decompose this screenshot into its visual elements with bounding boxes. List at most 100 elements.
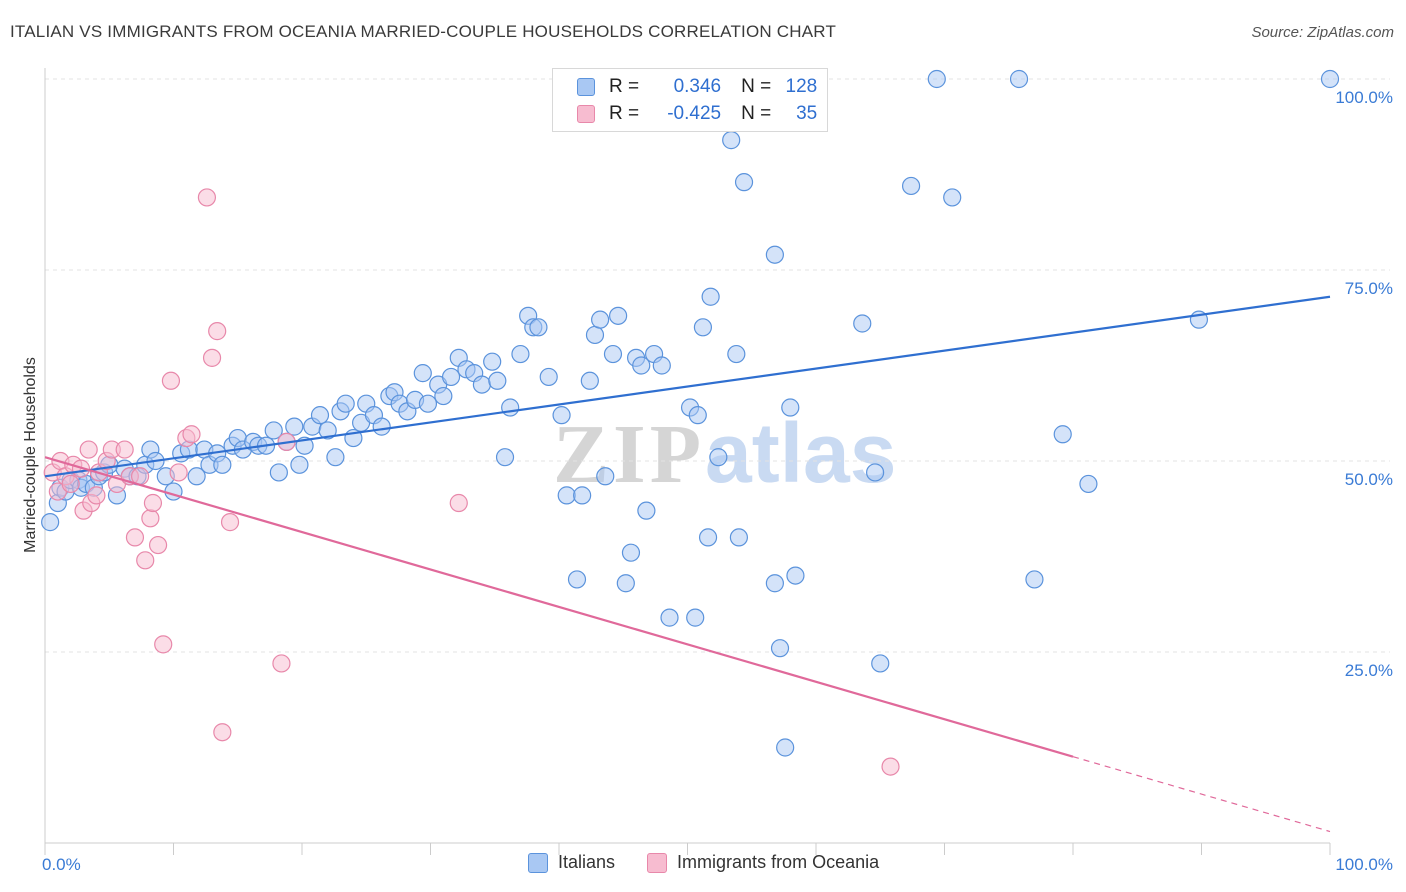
oceania-point: [143, 493, 163, 513]
italians-point: [770, 639, 790, 658]
italians-point: [786, 566, 805, 585]
oceania-point: [169, 463, 188, 482]
italians-point: [616, 574, 635, 593]
oceania-point: [79, 440, 98, 459]
italians-point: [927, 69, 946, 89]
italians-point: [776, 738, 795, 757]
italians-point: [701, 287, 720, 306]
italians-point: [511, 344, 530, 364]
italians-r-value: 0.346: [673, 76, 722, 97]
italians-point: [418, 394, 438, 413]
y-tick-label: 50.0%: [1345, 470, 1393, 489]
italians-point: [567, 570, 587, 589]
x-tick-label-min: 0.0%: [42, 855, 81, 874]
italians-point: [693, 318, 713, 337]
italians-point: [336, 394, 355, 413]
chart-title: ITALIAN VS IMMIGRANTS FROM OCEANIA MARRI…: [10, 22, 837, 41]
x-tick-label-max: 100.0%: [1335, 855, 1393, 874]
italians-point: [1320, 69, 1340, 89]
italians-point: [727, 344, 746, 364]
italians-point: [688, 406, 707, 425]
watermark-atlas: atlas: [705, 406, 897, 500]
oceania-point: [87, 486, 106, 505]
italians-point: [213, 455, 232, 474]
italians-point: [483, 352, 502, 371]
italians-point: [318, 421, 337, 440]
trend-lines: [44, 295, 1331, 833]
oceania-r-value: -0.425: [667, 103, 722, 124]
italians-point: [734, 173, 754, 192]
italians-point: [709, 448, 728, 467]
italians-point: [269, 463, 288, 482]
italians-point: [488, 371, 507, 390]
oceania-point: [881, 757, 900, 776]
oceania-point: [213, 723, 232, 742]
oceania-point: [449, 493, 468, 513]
oceania-points: [43, 188, 900, 776]
italians-trend-line: [44, 295, 1331, 478]
italians-point: [326, 448, 345, 467]
watermark: ZIPatlas: [553, 405, 897, 503]
italians-point: [413, 364, 432, 383]
oceania-r-label: R =: [609, 103, 640, 124]
italians-point: [434, 386, 453, 406]
axis-labels: 25.0% 50.0% 75.0% 100.0% 0.0% 100.0% Married-c…: [22, 88, 1393, 874]
oceania-point: [182, 425, 201, 444]
italians-point: [557, 486, 576, 505]
oceania-point: [154, 635, 173, 654]
italians-point: [372, 417, 391, 436]
legend-italians-label: Italians: [558, 852, 616, 872]
italians-r-label: R =: [609, 76, 640, 97]
italians-point: [472, 375, 491, 394]
italians-point: [310, 406, 330, 425]
italians-point: [1053, 425, 1072, 444]
legend-italians-swatch: [528, 852, 548, 873]
italians-point: [285, 417, 304, 436]
italians-point: [603, 344, 623, 364]
axes: [44, 68, 1331, 855]
italians-point: [585, 325, 605, 345]
oceania-point: [148, 535, 168, 555]
italians-point: [686, 608, 705, 627]
oceania-point: [141, 509, 160, 528]
italians-n-label: N =: [741, 76, 772, 97]
oceania-point: [197, 188, 217, 207]
italians-point: [495, 448, 515, 467]
italians-point: [164, 482, 183, 501]
italians-point: [596, 467, 615, 486]
italians-point: [632, 356, 651, 375]
italians-point: [573, 486, 592, 505]
y-tick-label: 100.0%: [1335, 88, 1393, 107]
italians-point: [722, 131, 741, 150]
italians-points: [41, 69, 1340, 757]
italians-point: [1025, 570, 1044, 589]
italians-point: [729, 528, 749, 547]
oceania-point: [202, 348, 222, 367]
oceania-point: [115, 440, 134, 459]
legend-row-italians: R = 0.346 N = 128: [577, 74, 817, 100]
oceania-n-value: 35: [796, 103, 818, 124]
oceania-point: [61, 474, 80, 494]
italians-point: [765, 574, 784, 593]
oceania-point: [220, 513, 240, 532]
italians-point: [290, 455, 309, 474]
oceania-point: [208, 322, 227, 341]
watermark-zip: ZIP: [553, 408, 706, 501]
italians-swatch: [577, 78, 595, 96]
italians-point: [866, 463, 885, 482]
italians-point: [943, 188, 962, 207]
legend-oceania-label: Immigrants from Oceania: [677, 852, 880, 872]
oceania-trend-line-extension: [1072, 756, 1331, 833]
italians-point: [580, 371, 599, 390]
oceania-point: [272, 654, 291, 673]
italians-point: [901, 176, 921, 196]
italians-point: [871, 654, 890, 673]
italians-point: [441, 367, 461, 387]
oceania-trend-line: [44, 456, 1074, 758]
italians-point: [591, 310, 610, 329]
oceania-point: [125, 528, 145, 547]
italians-point: [637, 501, 656, 520]
gridlines: [45, 78, 1390, 653]
